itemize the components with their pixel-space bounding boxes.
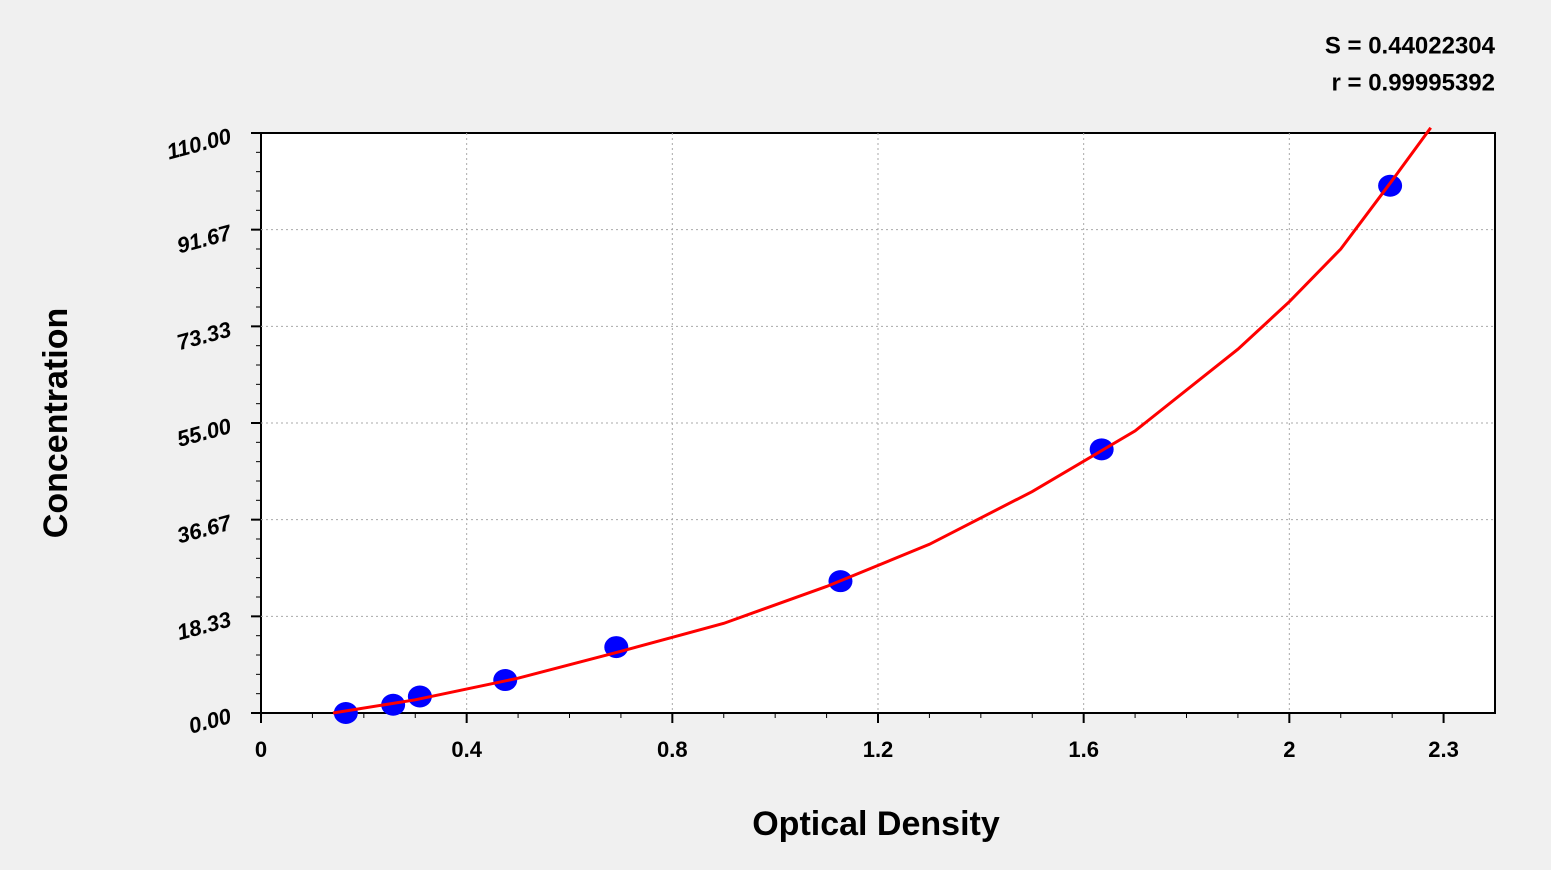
y-tick-label: 18.33	[174, 607, 234, 645]
y-tick-label: 110.00	[164, 123, 235, 164]
y-tick-label: 91.67	[174, 219, 235, 258]
x-tick-label: 2.3	[1428, 737, 1459, 762]
marks	[332, 126, 1432, 724]
data-point	[333, 702, 358, 724]
x-tick-label: 0	[255, 737, 267, 762]
x-tick-label: 1.6	[1068, 737, 1099, 762]
fit-line	[332, 126, 1432, 715]
annotation: r = 0.99995392	[1332, 69, 1496, 96]
y-axis-title: Concentration	[37, 308, 75, 538]
grid	[261, 133, 1495, 713]
annotation: S = 0.44022304	[1325, 32, 1496, 59]
x-tick-label: 0.8	[657, 737, 688, 762]
data-point	[407, 685, 432, 708]
x-tick-label: 0.4	[451, 737, 482, 762]
x-tick-label: 1.2	[863, 737, 894, 762]
x-tick-label: 2	[1283, 737, 1295, 762]
y-tick-label: 36.67	[174, 509, 235, 548]
x-axis-title: Optical Density	[752, 805, 1000, 843]
y-tick-label: 55.00	[174, 413, 234, 452]
y-tick-label: 73.33	[174, 317, 234, 355]
y-tick-label: 0.00	[186, 703, 235, 738]
